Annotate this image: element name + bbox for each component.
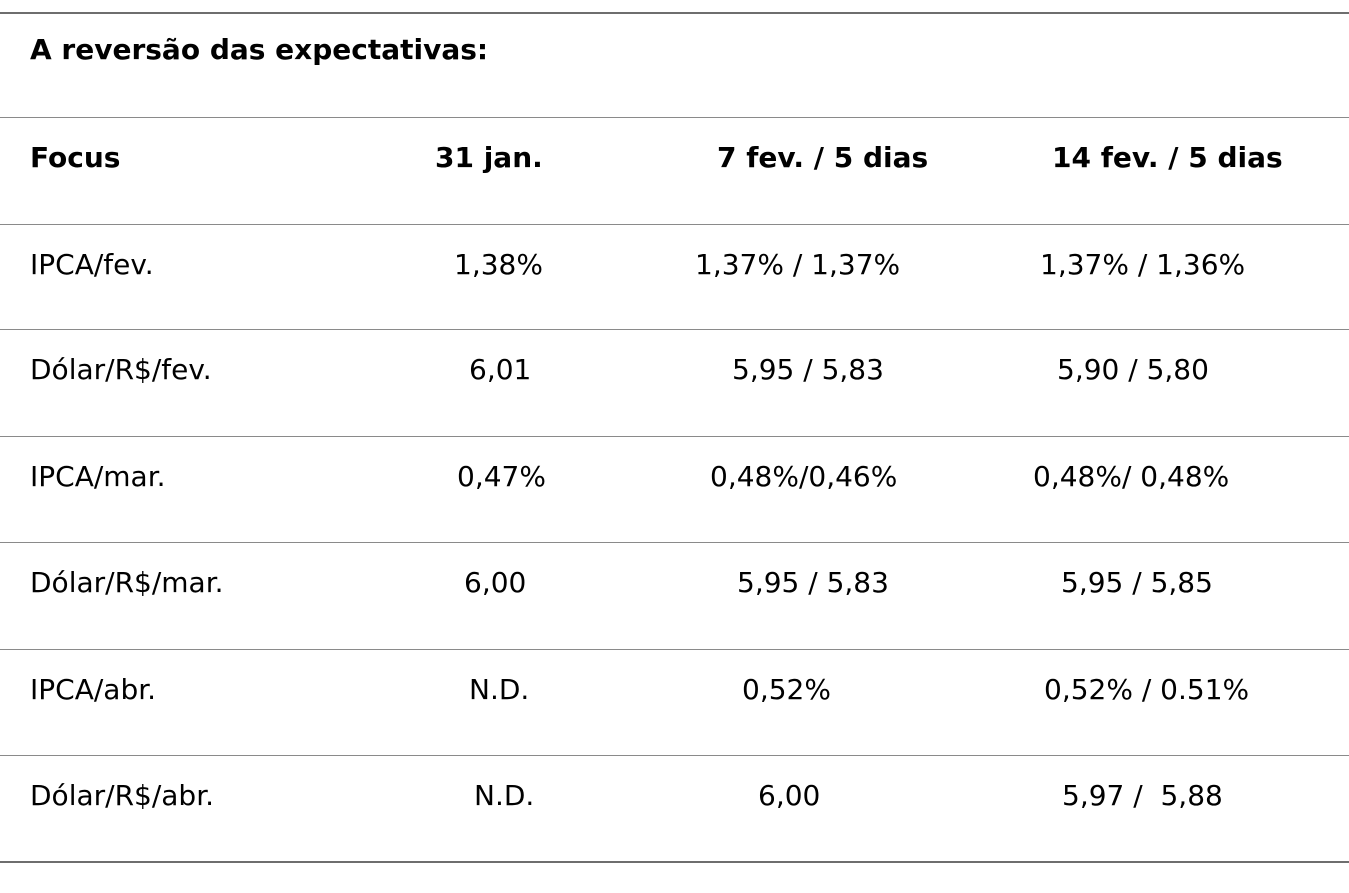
cell-7-fev: 5,95 / 5,83 (737, 566, 889, 599)
cell-7-fev: 0,52% (742, 673, 831, 706)
table-header-row: Focus 31 jan. 7 fev. / 5 dias 14 fev. / … (0, 105, 1349, 210)
row-label: Dólar/R$/abr. (30, 779, 215, 812)
table-row: IPCA/abr. N.D. 0,52% 0,52% / 0.51% (0, 637, 1349, 742)
cell-14-fev: 5,95 / 5,85 (1061, 566, 1213, 599)
cell-14-fev: 0,52% / 0.51% (1044, 673, 1250, 706)
cell-31-jan: N.D. (474, 779, 535, 812)
header-31-jan: 31 jan. (435, 141, 543, 174)
table-row: Dólar/R$/mar. 6,00 5,95 / 5,83 5,95 / 5,… (0, 530, 1349, 635)
row-divider (0, 329, 1349, 330)
cell-31-jan: 6,01 (469, 353, 532, 386)
table-row: IPCA/mar. 0,47% 0,48%/0,46% 0,48%/ 0,48% (0, 424, 1349, 529)
table-row: Dólar/R$/abr. N.D. 6,00 5,97 / 5,88 (0, 743, 1349, 848)
cell-31-jan: 0,47% (457, 460, 546, 493)
row-divider (0, 755, 1349, 756)
table-bottom-border (0, 861, 1349, 863)
cell-31-jan: 1,38% (454, 248, 543, 281)
table-title: A reversão das expectativas: (30, 33, 489, 66)
row-label: Dólar/R$/fev. (30, 353, 212, 386)
row-divider (0, 542, 1349, 543)
row-label: Dólar/R$/mar. (30, 566, 224, 599)
cell-14-fev: 5,97 / 5,88 (1062, 779, 1223, 812)
row-label: IPCA/mar. (30, 460, 166, 493)
cell-31-jan: N.D. (469, 673, 530, 706)
table-top-border (0, 12, 1349, 14)
cell-7-fev: 0,48%/0,46% (710, 460, 898, 493)
row-label: IPCA/abr. (30, 673, 157, 706)
cell-7-fev: 6,00 (758, 779, 821, 812)
cell-14-fev: 5,90 / 5,80 (1057, 353, 1209, 386)
row-divider (0, 117, 1349, 118)
cell-7-fev: 1,37% / 1,37% (695, 248, 901, 281)
header-7-fev: 7 fev. / 5 dias (717, 141, 929, 174)
cell-31-jan: 6,00 (464, 566, 527, 599)
table-row: Dólar/R$/fev. 6,01 5,95 / 5,83 5,90 / 5,… (0, 317, 1349, 422)
row-divider (0, 649, 1349, 650)
cell-7-fev: 5,95 / 5,83 (732, 353, 884, 386)
cell-14-fev: 1,37% / 1,36% (1040, 248, 1246, 281)
cell-14-fev: 0,48%/ 0,48% (1033, 460, 1230, 493)
row-label: IPCA/fev. (30, 248, 154, 281)
table-row: IPCA/fev. 1,38% 1,37% / 1,37% 1,37% / 1,… (0, 212, 1349, 317)
header-focus: Focus (30, 141, 121, 174)
row-divider (0, 436, 1349, 437)
row-divider (0, 224, 1349, 225)
header-14-fev: 14 fev. / 5 dias (1052, 141, 1283, 174)
